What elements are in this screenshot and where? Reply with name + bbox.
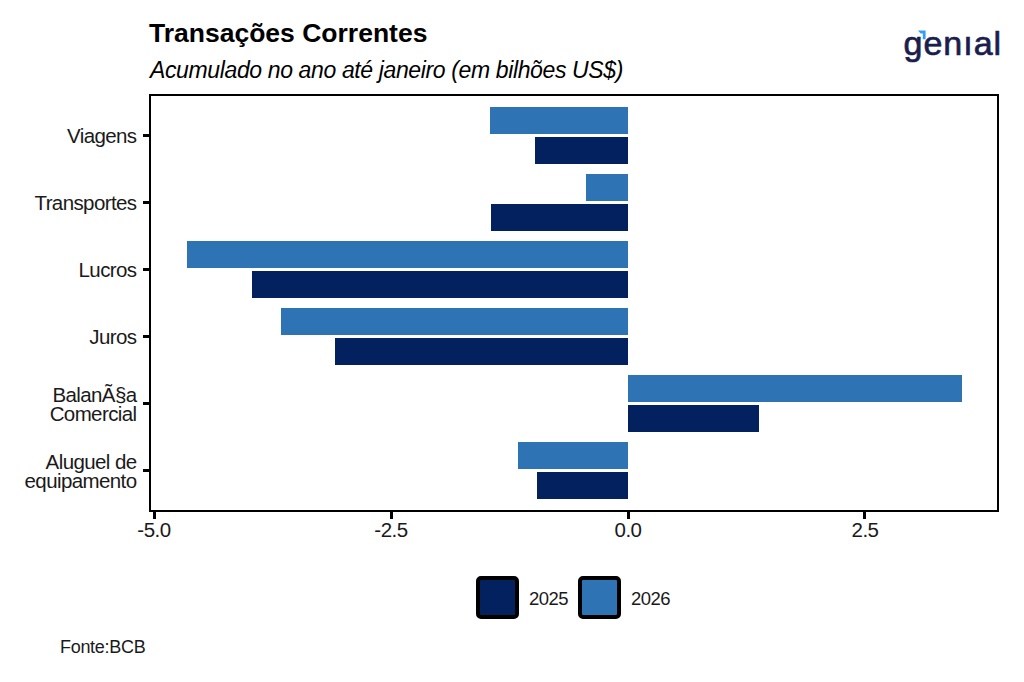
svg-text:genıal: genıal xyxy=(904,24,1003,62)
